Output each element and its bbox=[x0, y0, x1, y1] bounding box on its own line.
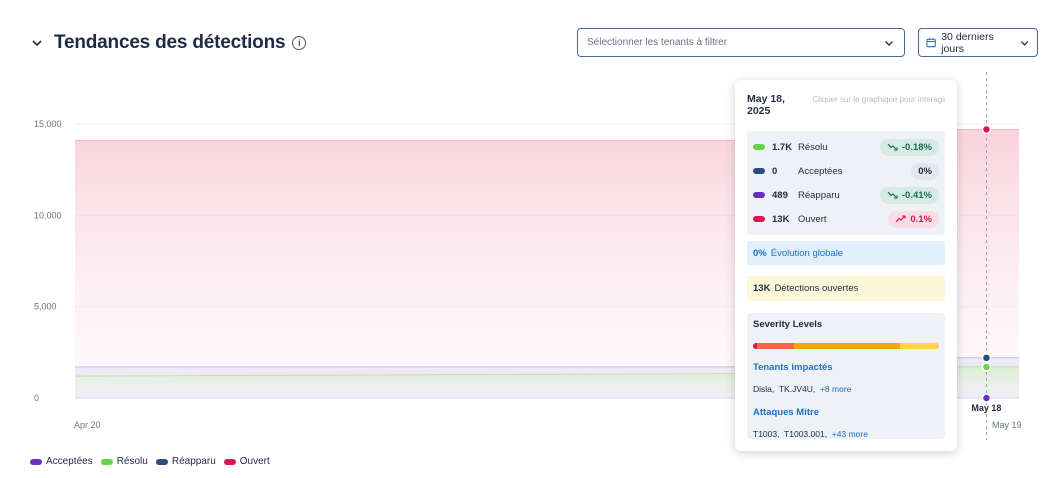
open-detections-label: Détections ouvertes bbox=[774, 283, 859, 294]
chevron-down-icon bbox=[1020, 40, 1029, 46]
legend-swatch bbox=[155, 458, 168, 465]
severity-segment-critical bbox=[753, 343, 757, 349]
mitre-more-link[interactable]: +43 more bbox=[831, 429, 868, 439]
legend-item-reapparu[interactable]: Réapparu bbox=[155, 456, 216, 467]
legend-swatch bbox=[223, 458, 236, 465]
series-swatch bbox=[753, 144, 765, 150]
series-swatch bbox=[753, 216, 765, 222]
mitre-item: T1003, bbox=[753, 429, 780, 439]
series-swatch bbox=[753, 192, 765, 198]
series-swatch bbox=[753, 168, 765, 174]
change-value: 0.1% bbox=[910, 213, 932, 225]
change-value: -0.18% bbox=[901, 141, 932, 153]
legend-item-acceptees[interactable]: Acceptées bbox=[30, 456, 93, 467]
x-tick-label: Apr 20 bbox=[74, 420, 101, 430]
severity-segment-low bbox=[899, 343, 939, 349]
data-point-resolu bbox=[981, 362, 992, 372]
tenant-filter-select[interactable]: Sélectionner les tenants à filtrer bbox=[577, 28, 905, 57]
series-value: 0 bbox=[772, 165, 778, 177]
legend-label: Réapparu bbox=[171, 456, 216, 467]
legend-item-ouvert[interactable]: Ouvert bbox=[223, 456, 270, 467]
open-detections-box: 13K Détections ouvertes bbox=[747, 276, 945, 301]
chevron-down-icon bbox=[885, 40, 893, 46]
chart-tooltip: May 18, 2025 Cliquer sur le graphique po… bbox=[735, 80, 957, 451]
tenant-item: Disla, bbox=[753, 384, 775, 394]
change-badge: 0% bbox=[911, 162, 939, 180]
data-point-acceptees bbox=[981, 393, 992, 403]
legend-swatch bbox=[30, 458, 42, 465]
series-label: Acceptées bbox=[798, 165, 843, 177]
legend-label: Acceptées bbox=[46, 456, 93, 467]
severity-section: Severity Levels Tenants impactés Disla, … bbox=[747, 313, 945, 439]
tooltip-row-reapparu: 489 Réapparu -0.41% bbox=[753, 183, 939, 207]
data-point-ouvert bbox=[981, 124, 992, 135]
section-title: Tendances des détections bbox=[54, 32, 286, 53]
series-value: 1.7K bbox=[772, 141, 793, 153]
calendar-icon bbox=[926, 38, 936, 48]
y-tick-label: 15,000 bbox=[34, 119, 62, 129]
mitre-list: T1003, T1003.001, +43 more bbox=[753, 429, 939, 439]
global-change-label: Évolution globale bbox=[770, 247, 844, 259]
chart-legend: Acceptées Résolu Réapparu Ouvert bbox=[30, 456, 270, 467]
trend-up-icon bbox=[895, 215, 906, 223]
change-badge: 0.1% bbox=[888, 210, 939, 228]
date-range-label: 30 derniers jours bbox=[941, 30, 994, 55]
tooltip-row-resolu: 1.7K Résolu -0.18% bbox=[753, 135, 939, 159]
hover-x-label: May 18 bbox=[971, 403, 1001, 413]
change-badge: -0.18% bbox=[879, 138, 939, 156]
tooltip-header: May 18, 2025 Cliquer sur le graphique po… bbox=[747, 93, 945, 117]
global-change-box: 0% Évolution globale bbox=[747, 241, 945, 265]
series-value: 489 bbox=[772, 189, 788, 201]
change-value: -0.41% bbox=[901, 189, 932, 201]
section-header: Tendances des détections i bbox=[30, 28, 307, 58]
y-tick-label: 5,000 bbox=[34, 302, 57, 312]
data-point-reapparu bbox=[981, 353, 992, 363]
legend-label: Ouvert bbox=[239, 456, 270, 467]
severity-segment-medium bbox=[793, 343, 900, 349]
severity-segment-high bbox=[756, 343, 794, 349]
legend-label: Résolu bbox=[116, 456, 148, 467]
severity-bar bbox=[753, 343, 939, 349]
trend-down-icon bbox=[887, 143, 898, 151]
mitre-item: T1003.001, bbox=[784, 429, 828, 439]
info-icon[interactable]: i bbox=[292, 36, 307, 50]
severity-title: Severity Levels bbox=[753, 319, 823, 330]
tooltip-row-ouvert: 13K Ouvert 0.1% bbox=[753, 207, 939, 231]
change-badge: -0.41% bbox=[879, 186, 939, 204]
tooltip-date: May 18, 2025 bbox=[747, 93, 785, 117]
tenant-filter-placeholder: Sélectionner les tenants à filtrer bbox=[587, 37, 728, 48]
tooltip-row-acceptees: 0 Acceptées 0% bbox=[753, 159, 939, 183]
tenants-more-link[interactable]: +8 more bbox=[819, 384, 852, 394]
y-tick-label: 10,000 bbox=[34, 210, 62, 220]
change-value: 0% bbox=[918, 165, 932, 177]
mitre-title[interactable]: Attaques Mitre bbox=[753, 407, 819, 418]
global-change-value: 0% bbox=[753, 247, 767, 259]
chevron-down-icon[interactable] bbox=[30, 36, 44, 50]
open-detections-value: 13K bbox=[753, 283, 771, 294]
series-label: Ouvert bbox=[798, 213, 827, 225]
legend-item-resolu[interactable]: Résolu bbox=[100, 456, 148, 467]
tooltip-hint: Cliquer sur le graphique pour interagir bbox=[812, 95, 945, 104]
series-value: 13K bbox=[772, 213, 790, 225]
series-label: Réapparu bbox=[798, 189, 840, 201]
x-tick-label: May 19 bbox=[992, 420, 1022, 430]
trend-down-icon bbox=[887, 191, 898, 199]
date-range-select[interactable]: 30 derniers jours bbox=[918, 28, 1038, 57]
series-label: Résolu bbox=[798, 141, 828, 153]
tenants-list: Disla, TK.JV4U, +8 more bbox=[753, 384, 939, 394]
tenants-title[interactable]: Tenants impactés bbox=[753, 362, 833, 373]
tenant-item: TK.JV4U, bbox=[778, 384, 816, 394]
tooltip-series-list: 1.7K Résolu -0.18% 0 Acceptées 0% 489 Ré… bbox=[747, 131, 945, 235]
y-tick-label: 0 bbox=[34, 393, 39, 403]
legend-swatch bbox=[100, 458, 113, 465]
